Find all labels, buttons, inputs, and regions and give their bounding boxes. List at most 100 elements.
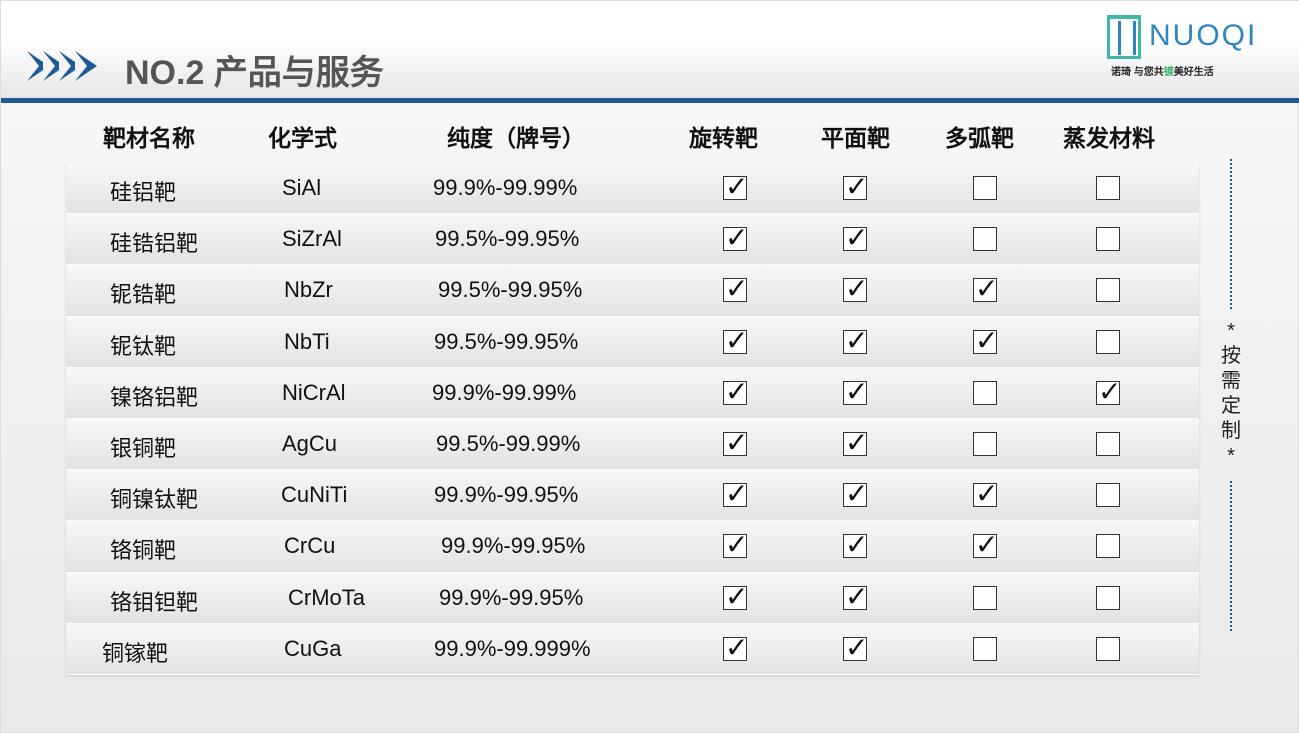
cell-purity: 99.5%-99.99% xyxy=(436,430,581,456)
cell-purity: 99.9%-99.99% xyxy=(432,379,577,405)
unchecked-checkbox[interactable] xyxy=(973,227,997,252)
checked-checkbox[interactable] xyxy=(973,272,998,305)
checked-checkbox[interactable] xyxy=(723,324,748,357)
checked-checkbox[interactable] xyxy=(723,580,748,613)
unchecked-checkbox[interactable] xyxy=(1096,278,1120,303)
cell-purity: 99.5%-99.95% xyxy=(438,277,583,303)
cell-formula: SiZrAl xyxy=(282,226,342,252)
cell-formula: CuGa xyxy=(284,635,342,661)
table-row: 铜镍钛靶 CuNiTi 99.9%-99.95% xyxy=(66,470,1199,522)
unchecked-checkbox[interactable] xyxy=(973,380,997,405)
cell-name: 铬铜靶 xyxy=(110,538,177,564)
dotted-line xyxy=(1230,159,1232,309)
checked-checkbox[interactable] xyxy=(723,170,748,203)
table-row: 镍铬铝靶 NiCrAl 99.9%-99.99% xyxy=(66,367,1199,419)
side-note: * 按需定制 * xyxy=(1219,159,1243,631)
cell-formula: CuNiTi xyxy=(281,482,348,508)
cell-name: 铜镍钛靶 xyxy=(110,487,199,513)
table-row: 铜镓靶 CuGa 99.9%-99.999% xyxy=(66,623,1199,675)
table-row: 铌钛靶 NbTi 99.5%-99.95% xyxy=(66,316,1199,368)
header-divider xyxy=(1,98,1299,103)
checked-checkbox[interactable] xyxy=(843,324,868,357)
unchecked-checkbox[interactable] xyxy=(973,176,997,200)
side-note-char: 制 xyxy=(1221,420,1241,442)
checked-checkbox[interactable] xyxy=(723,477,748,510)
column-header: 纯度（牌号） xyxy=(447,125,585,151)
cell-formula: NiCrAl xyxy=(282,379,346,405)
checked-checkbox[interactable] xyxy=(723,221,748,254)
unchecked-checkbox[interactable] xyxy=(1096,636,1120,661)
cell-formula: NbTi xyxy=(284,328,330,354)
cell-name: 硅锆铝靶 xyxy=(110,231,199,257)
checked-checkbox[interactable] xyxy=(843,272,868,305)
dotted-line xyxy=(1230,481,1232,631)
unchecked-checkbox[interactable] xyxy=(973,431,997,456)
column-header: 化学式 xyxy=(268,125,337,151)
cell-purity: 99.9%-99.95% xyxy=(439,584,584,610)
logo-mark-icon xyxy=(1107,15,1141,59)
side-note-char: 按 xyxy=(1221,345,1241,367)
checked-checkbox[interactable] xyxy=(973,477,998,510)
checked-checkbox[interactable] xyxy=(843,631,868,664)
unchecked-checkbox[interactable] xyxy=(1096,483,1120,508)
table-row: 铌锆靶 NbZr 99.5%-99.95% xyxy=(66,265,1199,317)
checked-checkbox[interactable] xyxy=(843,477,868,510)
checked-checkbox[interactable] xyxy=(723,528,748,561)
unchecked-checkbox[interactable] xyxy=(1096,176,1120,200)
checked-checkbox[interactable] xyxy=(723,375,748,408)
unchecked-checkbox[interactable] xyxy=(1096,431,1120,456)
side-note-char: * xyxy=(1227,320,1235,342)
side-note-char: 需 xyxy=(1221,370,1241,392)
table-row: 硅锆铝靶 SiZrAl 99.5%-99.95% xyxy=(66,214,1199,266)
page-title: NO.2 产品与服务 xyxy=(125,54,384,92)
checked-checkbox[interactable] xyxy=(973,528,998,561)
cell-formula: CrCu xyxy=(284,533,336,559)
slogan: 诺琦 与您共镀美好生活 xyxy=(1111,63,1214,78)
unchecked-checkbox[interactable] xyxy=(1096,585,1120,610)
checked-checkbox[interactable] xyxy=(973,324,998,357)
cell-formula: NbZr xyxy=(284,277,333,303)
cell-formula: CrMoTa xyxy=(288,584,366,610)
cell-purity: 99.5%-99.95% xyxy=(435,226,580,252)
product-table: 硅铝靶 SiAl 99.9%-99.99% 硅锆铝靶 SiZrAl 99.5%-99.95… xyxy=(66,163,1199,675)
checked-checkbox[interactable] xyxy=(843,170,868,203)
checked-checkbox[interactable] xyxy=(843,528,868,561)
checked-checkbox[interactable] xyxy=(843,221,868,254)
checked-checkbox[interactable] xyxy=(723,272,748,305)
checked-checkbox[interactable] xyxy=(843,580,868,613)
cell-purity: 99.5%-99.95% xyxy=(434,328,579,354)
unchecked-checkbox[interactable] xyxy=(1096,329,1120,354)
header xyxy=(1,1,1299,98)
side-note-char: * xyxy=(1227,445,1235,467)
cell-purity: 99.9%-99.95% xyxy=(434,482,579,508)
checked-checkbox[interactable] xyxy=(843,375,868,408)
checked-checkbox[interactable] xyxy=(723,631,748,664)
slogan-pre: 诺琦 与您共 xyxy=(1111,67,1164,78)
checked-checkbox[interactable] xyxy=(1096,375,1121,408)
cell-name: 铌锆靶 xyxy=(110,282,177,308)
column-header: 多弧靶 xyxy=(945,125,1014,151)
column-header: 旋转靶 xyxy=(689,125,758,151)
unchecked-checkbox[interactable] xyxy=(1096,534,1120,559)
cell-purity: 99.9%-99.95% xyxy=(441,533,586,559)
logo-text: NUOQI xyxy=(1149,19,1258,52)
cell-name: 铌钛靶 xyxy=(110,333,177,359)
checked-checkbox[interactable] xyxy=(723,426,748,459)
cell-name: 铬钼钽靶 xyxy=(110,589,199,615)
unchecked-checkbox[interactable] xyxy=(973,636,997,661)
table-row: 银铜靶 AgCu 99.5%-99.99% xyxy=(66,418,1199,471)
cell-purity: 99.9%-99.999% xyxy=(434,635,591,661)
column-header: 靶材名称 xyxy=(103,125,195,151)
cell-name: 铜镓靶 xyxy=(102,640,169,666)
unchecked-checkbox[interactable] xyxy=(1096,227,1120,252)
cell-name: 硅铝靶 xyxy=(110,180,177,205)
table-row: 铬铜靶 CrCu 99.9%-99.95% xyxy=(66,521,1199,573)
cell-purity: 99.9%-99.99% xyxy=(433,175,578,200)
column-header: 平面靶 xyxy=(821,125,890,151)
unchecked-checkbox[interactable] xyxy=(973,585,997,610)
slogan-mark: 镀 xyxy=(1163,67,1174,78)
cell-formula: SiAl xyxy=(282,175,322,200)
checked-checkbox[interactable] xyxy=(843,426,868,459)
table-row: 铬钼钽靶 CrMoTa 99.9%-99.95% xyxy=(66,572,1199,624)
